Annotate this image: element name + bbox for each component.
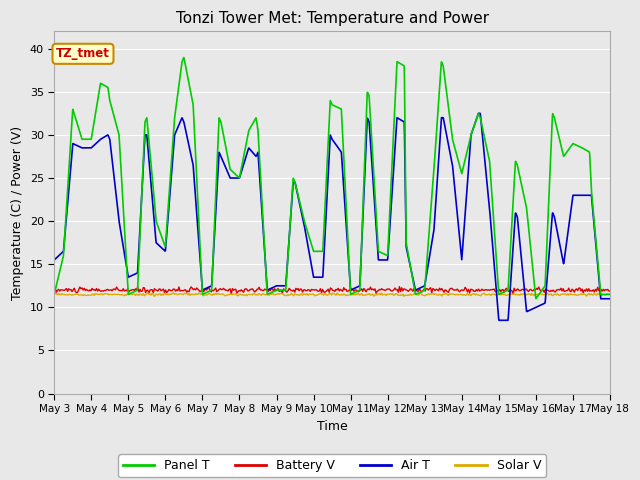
Line: Solar V: Solar V xyxy=(54,293,610,296)
Title: Tonzi Tower Met: Temperature and Power: Tonzi Tower Met: Temperature and Power xyxy=(175,11,489,26)
Solar V xyxy=(353,292,361,298)
Solar V xyxy=(317,291,324,297)
Legend: Panel T, Battery V, Air T, Solar V: Panel T, Battery V, Air T, Solar V xyxy=(118,454,546,477)
Line: Battery V: Battery V xyxy=(54,287,610,294)
Air T xyxy=(475,110,483,116)
Air T xyxy=(590,222,598,228)
Air T xyxy=(321,243,328,249)
Air T xyxy=(306,253,314,259)
Text: TZ_tmet: TZ_tmet xyxy=(56,48,110,60)
Air T xyxy=(606,296,614,301)
Air T xyxy=(495,317,503,323)
Battery V xyxy=(606,288,614,294)
Air T xyxy=(488,236,496,242)
X-axis label: Time: Time xyxy=(317,420,348,432)
Panel T xyxy=(79,136,86,142)
Panel T xyxy=(306,237,314,242)
Panel T xyxy=(180,55,188,60)
Battery V xyxy=(317,290,325,296)
Air T xyxy=(51,257,58,263)
Battery V xyxy=(509,291,517,297)
Air T xyxy=(591,226,598,231)
Line: Panel T: Panel T xyxy=(54,58,610,299)
Panel T xyxy=(488,194,496,200)
Battery V xyxy=(314,288,322,294)
Solar V xyxy=(51,290,58,296)
Panel T xyxy=(51,291,58,297)
Solar V xyxy=(144,290,152,296)
Panel T xyxy=(590,218,598,224)
Line: Air T: Air T xyxy=(54,113,610,320)
Battery V xyxy=(381,288,389,293)
Y-axis label: Temperature (C) / Power (V): Temperature (C) / Power (V) xyxy=(11,125,24,300)
Solar V xyxy=(150,293,158,299)
Solar V xyxy=(606,291,614,297)
Battery V xyxy=(595,288,603,293)
Battery V xyxy=(396,284,403,289)
Solar V xyxy=(595,291,603,297)
Solar V xyxy=(320,292,328,298)
Panel T xyxy=(591,221,598,227)
Panel T xyxy=(606,291,614,297)
Battery V xyxy=(351,287,359,293)
Solar V xyxy=(383,291,391,297)
Air T xyxy=(79,145,86,151)
Panel T xyxy=(321,210,328,216)
Panel T xyxy=(532,296,540,301)
Solar V xyxy=(508,291,516,297)
Battery V xyxy=(507,288,515,293)
Battery V xyxy=(51,286,58,291)
